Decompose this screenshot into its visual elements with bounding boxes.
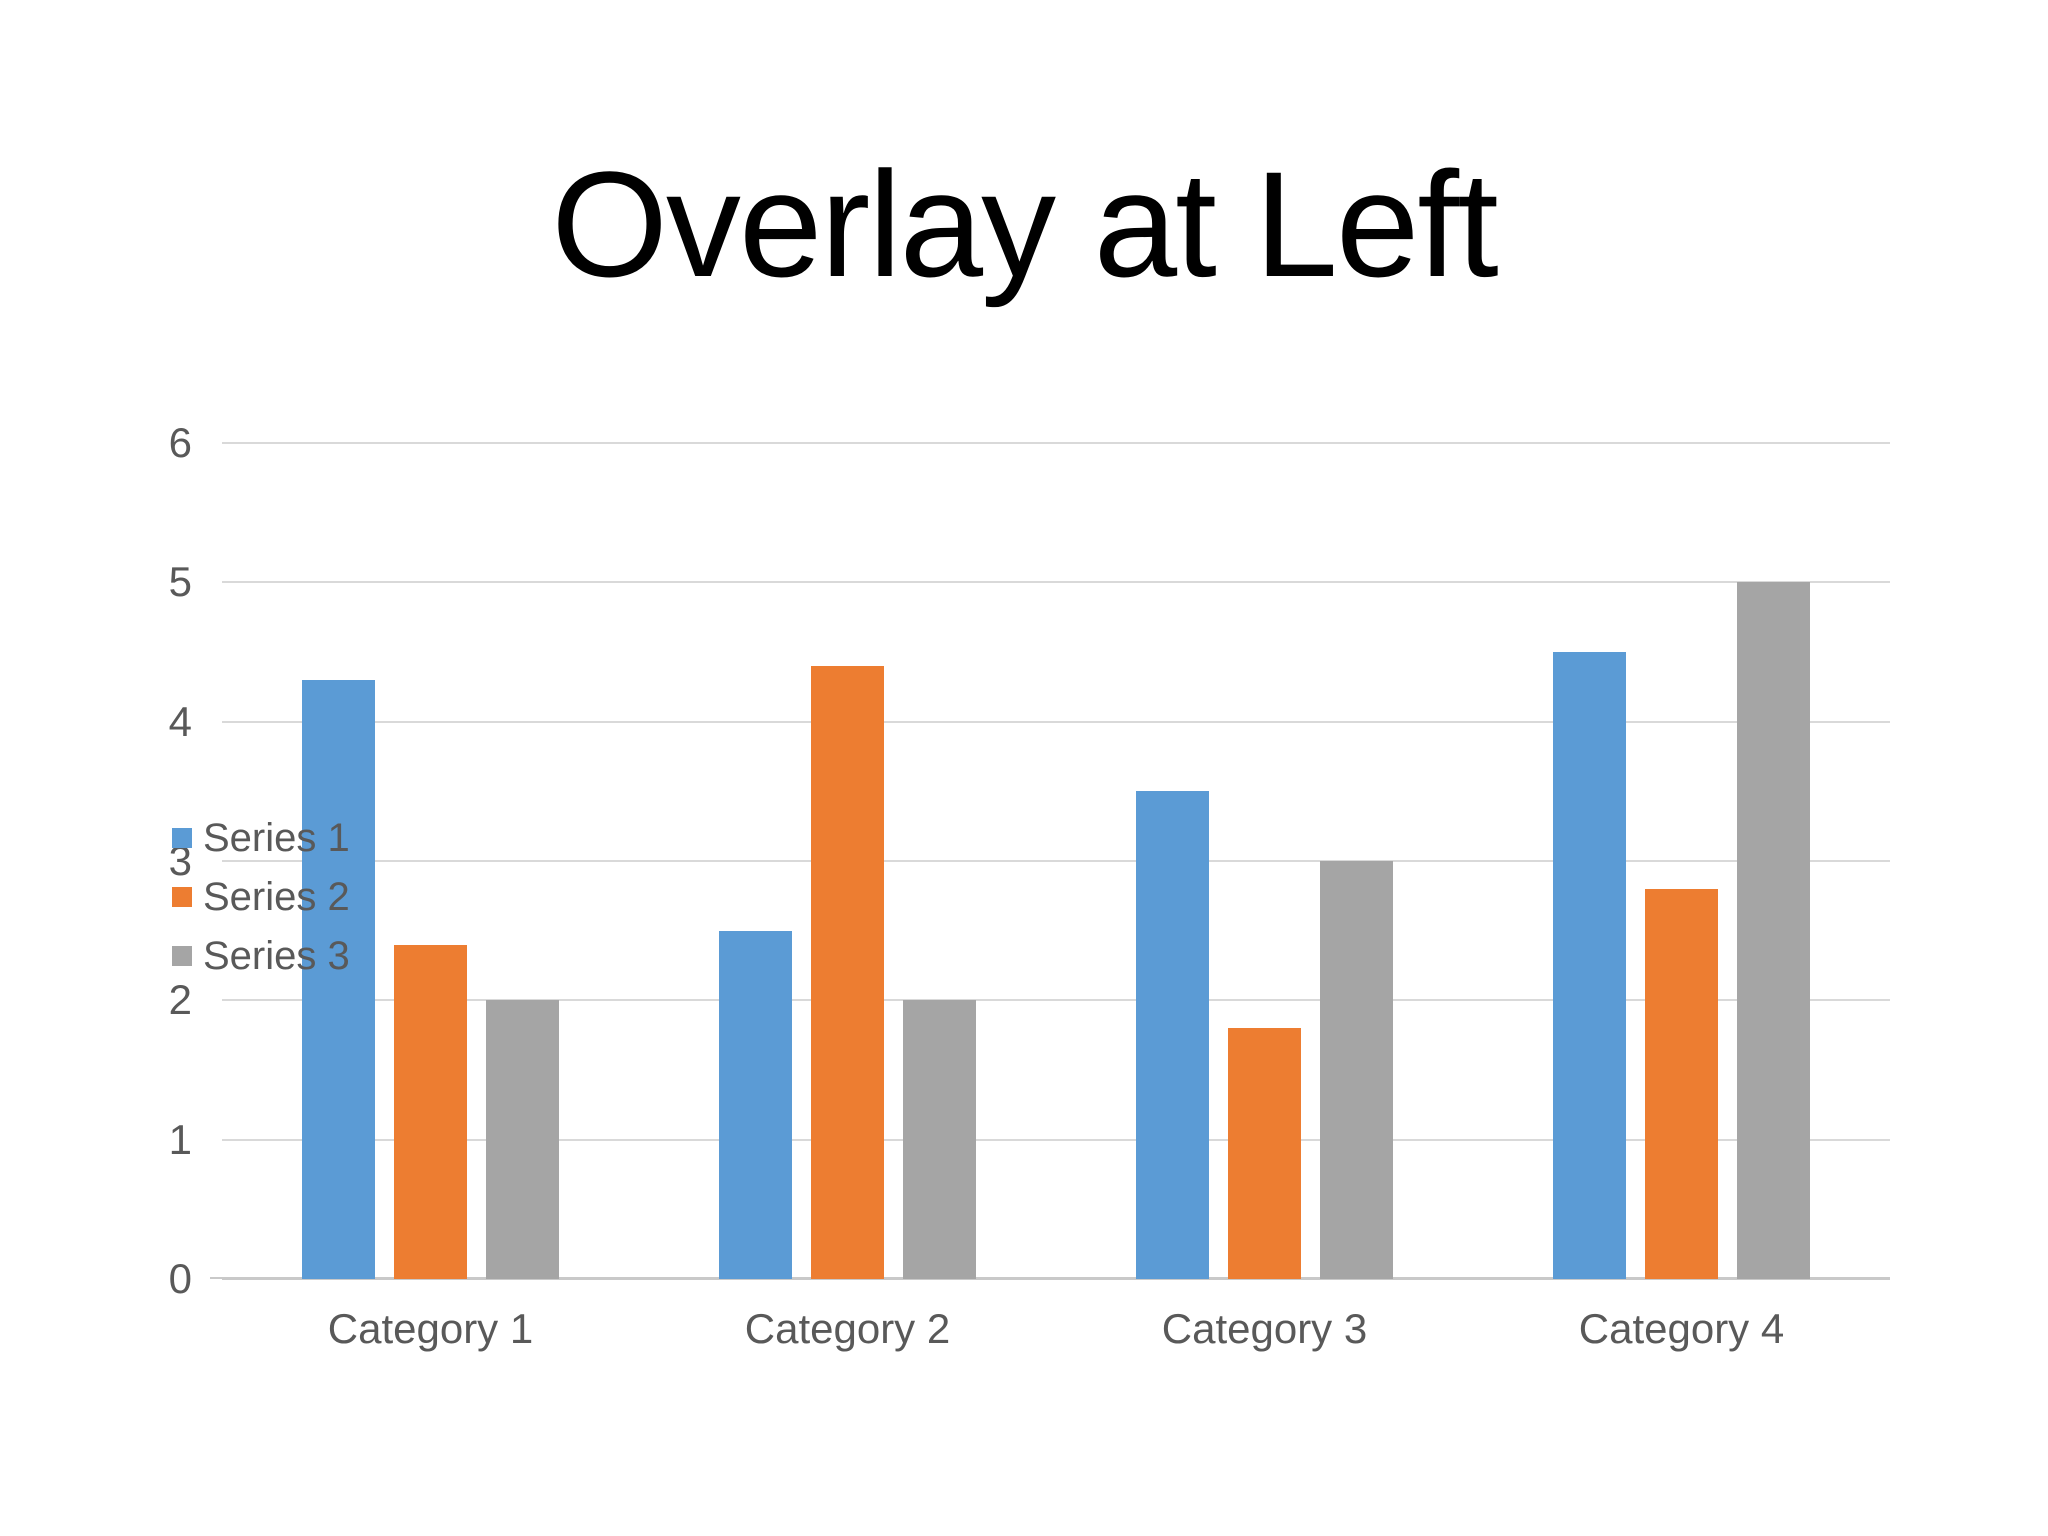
y-axis-tick-label-6: 6: [168, 419, 192, 466]
gridline-y-2: [222, 999, 1890, 1002]
bar-series-3-category-4: [1737, 582, 1810, 1279]
bar-series-2-category-4: [1645, 888, 1718, 1279]
chart-title: Overlay at Left: [551, 140, 1498, 308]
gridline-y-1: [222, 1138, 1890, 1141]
bar-series-3-category-1: [486, 1000, 559, 1279]
category-label-1: Category 1: [327, 1305, 534, 1352]
bar-series-2-category-3: [1228, 1028, 1301, 1279]
gridline-y-4: [222, 720, 1890, 723]
legend-label-series-1: Series 1: [203, 815, 350, 860]
bar-series-3-category-2: [903, 1000, 976, 1279]
gridline-y-5: [222, 581, 1890, 584]
bar-series-3-category-3: [1320, 861, 1393, 1279]
y-axis-tick-label-0: 0: [168, 1255, 192, 1302]
legend-swatch-series-1-icon: [172, 827, 192, 848]
bar-group-category-2: [639, 443, 1056, 1279]
bar-series-1-category-3: [1136, 791, 1209, 1279]
gridline-y-3: [222, 860, 1890, 862]
gridline-y-0: [222, 1278, 1890, 1280]
legend-swatch-series-3-icon: [172, 945, 192, 966]
bar-series-1-category-4: [1553, 652, 1626, 1279]
chart-legend: Series 1 Series 2 Series 3: [172, 808, 350, 985]
y-axis-tick-label-1: 1: [168, 1115, 192, 1163]
legend-item-series-2: Series 2: [172, 867, 350, 926]
bar-group-category-4: [1473, 443, 1890, 1279]
legend-label-series-2: Series 2: [203, 874, 350, 919]
category-label-4: Category 4: [1578, 1305, 1785, 1352]
gridline-y-6: [222, 442, 1890, 444]
y-axis-tick-label-2: 2: [168, 976, 192, 1024]
legend-item-series-1: Series 1: [172, 808, 350, 867]
legend-label-series-3: Series 3: [203, 933, 350, 978]
y-axis-tick-label-3: 3: [168, 837, 192, 884]
y-axis-tick-label-5: 5: [168, 558, 192, 606]
legend-item-series-3: Series 3: [172, 926, 350, 985]
bar-group-category-3: [1056, 443, 1473, 1279]
category-label-3: Category 3: [1161, 1305, 1368, 1352]
legend-swatch-series-2-icon: [172, 886, 192, 907]
y-axis-tick-label-4: 4: [168, 697, 192, 745]
bar-group-category-1: [222, 443, 639, 1279]
bar-series-1-category-1: [302, 679, 375, 1279]
bar-series-1-category-2: [719, 930, 792, 1279]
bar-series-2-category-2: [811, 665, 884, 1279]
bar-series-2-category-1: [394, 944, 467, 1279]
category-label-2: Category 2: [744, 1305, 951, 1352]
bar-chart-plot-area: [210, 442, 1890, 1280]
